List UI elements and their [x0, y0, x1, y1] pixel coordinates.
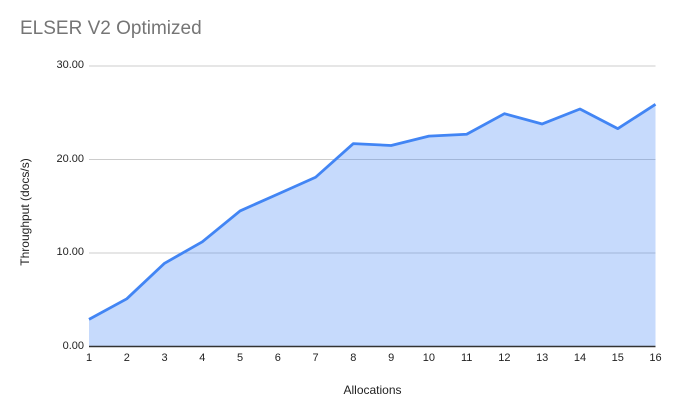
x-tick-label: 13 [536, 352, 549, 364]
x-tick-label: 11 [460, 352, 473, 364]
x-tick-label: 10 [422, 352, 436, 364]
x-tick-label: 12 [498, 352, 511, 364]
series-line [88, 103, 657, 321]
y-tick-label: 30.00 [56, 59, 84, 71]
y-tick-label: 0.00 [62, 339, 84, 352]
y-tick-label: 20.00 [56, 152, 84, 165]
x-tick-label: 5 [237, 352, 244, 364]
x-tick-label: 7 [312, 352, 319, 364]
x-tick-label: 8 [350, 352, 357, 364]
x-tick-label: 4 [199, 352, 206, 364]
y-tick-label: 10.00 [56, 246, 84, 258]
x-axis-title: Allocations [343, 383, 402, 397]
x-tick-label: 14 [573, 352, 587, 364]
chart-title: ELSER V2 Optimized [20, 18, 202, 39]
x-tick-label: 15 [611, 352, 624, 364]
x-tick-label: 1 [85, 352, 93, 364]
x-tick-label: 2 [123, 352, 130, 364]
x-tick-label: 16 [649, 352, 662, 364]
x-tick-label: 9 [388, 352, 395, 364]
x-tick-label: 3 [161, 352, 168, 364]
series-area [89, 104, 656, 347]
x-tick-label: 6 [274, 352, 281, 364]
